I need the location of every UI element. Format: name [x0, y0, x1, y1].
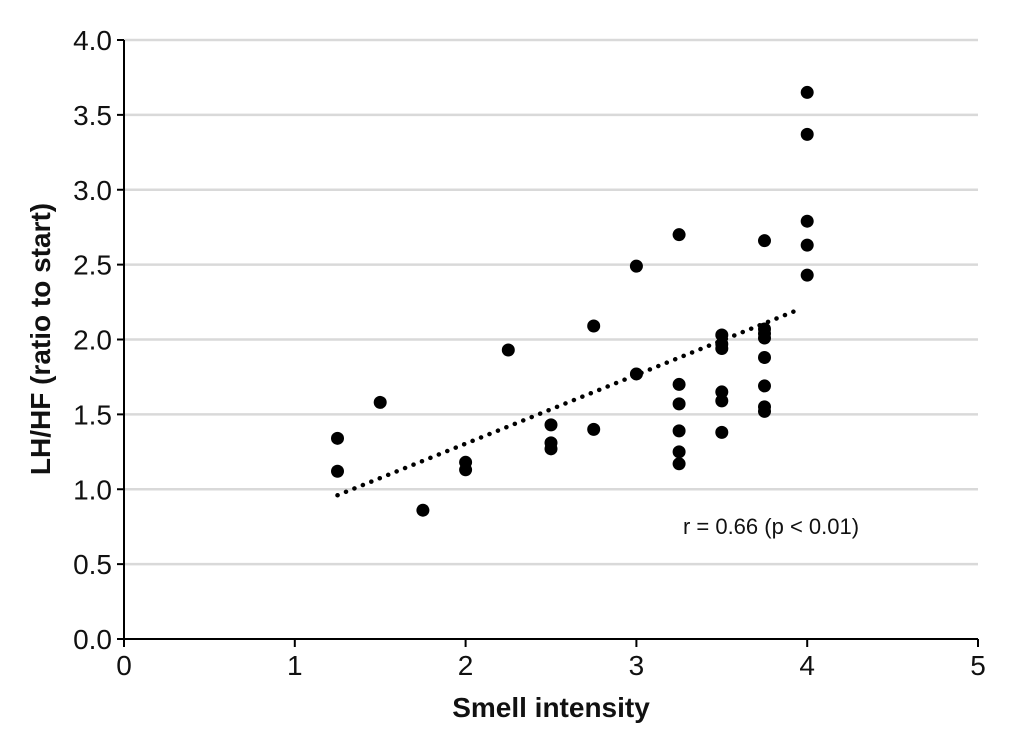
y-tick-label: 2.0: [73, 325, 112, 356]
axes: [117, 39, 979, 647]
data-point: [373, 395, 387, 409]
x-tick-label: 4: [799, 650, 815, 681]
data-point: [715, 425, 729, 439]
data-point: [800, 127, 814, 141]
data-point: [800, 214, 814, 228]
data-point: [715, 385, 729, 399]
trendline: [335, 307, 801, 498]
y-tick-label: 1.0: [73, 474, 112, 505]
trendline-layer: [335, 307, 801, 498]
tick-labels: 0.0 0.5 1.0 1.5 2.0 2.5 3.0 3.5 4.0 0 1 2 3 4 5: [73, 25, 986, 681]
data-point: [800, 85, 814, 99]
data-point: [758, 404, 771, 418]
data-point: [544, 442, 558, 456]
data-point: [587, 319, 601, 333]
data-points: [331, 85, 814, 517]
data-point: [715, 328, 729, 342]
data-point: [672, 445, 686, 459]
data-point: [758, 331, 771, 345]
x-tick-label: 1: [287, 650, 303, 681]
y-tick-label: 0.5: [73, 549, 112, 580]
data-point: [587, 422, 601, 436]
data-point: [715, 394, 729, 408]
data-point: [672, 377, 686, 391]
data-point: [459, 463, 473, 477]
data-point: [800, 238, 814, 252]
gridlines: [124, 38, 978, 566]
data-point: [672, 424, 686, 438]
data-point: [501, 343, 515, 357]
data-point: [800, 268, 814, 282]
x-tick-label: 2: [458, 650, 474, 681]
data-point: [544, 418, 558, 432]
x-tick-label: 3: [629, 650, 645, 681]
data-point: [416, 503, 430, 517]
x-tick-label: 0: [116, 650, 132, 681]
data-point: [672, 228, 686, 242]
data-point: [758, 379, 771, 393]
x-tick-label: 5: [970, 650, 986, 681]
data-point: [758, 234, 771, 248]
data-point: [629, 367, 643, 381]
y-tick-label: 0.0: [73, 624, 112, 655]
y-tick-label: 3.5: [73, 100, 112, 131]
data-point: [629, 259, 643, 273]
y-tick-label: 1.5: [73, 399, 112, 430]
data-point: [715, 341, 729, 355]
y-tick-label: 2.5: [73, 250, 112, 281]
data-point: [331, 431, 344, 445]
data-point: [331, 464, 344, 478]
correlation-annotation: r = 0.66 (p < 0.01): [683, 514, 859, 539]
y-tick-label: 3.0: [73, 175, 112, 206]
x-axis-title: Smell intensity: [452, 692, 650, 723]
data-point: [672, 457, 686, 471]
data-point: [758, 350, 771, 364]
data-point: [672, 397, 686, 411]
y-axis-title: LH/HF (ratio to start): [25, 203, 56, 475]
y-tick-label: 4.0: [73, 25, 112, 56]
